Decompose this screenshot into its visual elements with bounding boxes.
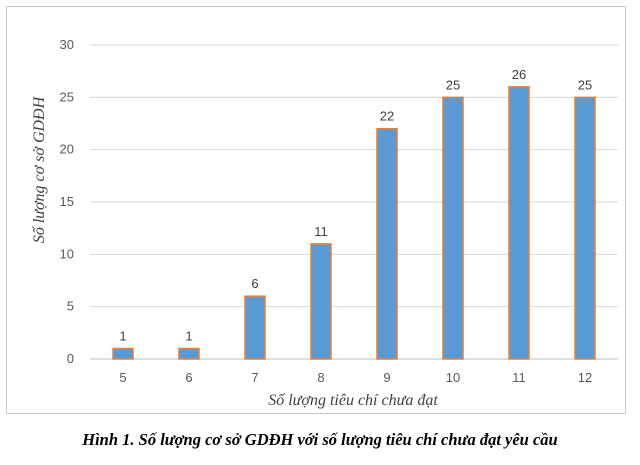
x-tick-label: 5 xyxy=(119,370,126,385)
bar xyxy=(310,243,332,360)
figure-caption: Hình 1. Số lượng cơ sở GDĐH với số lượng… xyxy=(82,430,558,449)
y-tick-label: 15 xyxy=(60,194,74,209)
bar xyxy=(244,295,266,360)
x-tick-label: 11 xyxy=(512,370,526,385)
bar xyxy=(574,96,596,360)
x-tick-label: 7 xyxy=(251,370,258,385)
bar xyxy=(178,347,200,360)
x-tick-label: 6 xyxy=(185,370,192,385)
bar xyxy=(112,347,134,360)
x-tick-label: 10 xyxy=(446,370,460,385)
data-label: 25 xyxy=(446,77,460,92)
x-tick-label: 8 xyxy=(317,370,324,385)
data-label: 6 xyxy=(251,276,258,291)
bar xyxy=(376,127,398,360)
bars xyxy=(112,86,596,360)
data-label: 1 xyxy=(119,329,126,344)
data-label: 25 xyxy=(578,77,592,92)
bar xyxy=(442,96,464,360)
y-tick-label: 10 xyxy=(60,246,74,261)
gridlines xyxy=(90,44,618,360)
y-axis-ticks: 0 5 10 15 20 25 30 xyxy=(60,37,74,366)
y-axis-title: Số lượng cơ sở GDĐH xyxy=(31,95,48,243)
y-tick-label: 25 xyxy=(60,89,74,104)
bar xyxy=(508,86,530,360)
y-tick-label: 0 xyxy=(67,351,74,366)
data-label: 11 xyxy=(314,224,328,239)
x-tick-label: 9 xyxy=(383,370,390,385)
data-label: 22 xyxy=(380,109,394,124)
y-tick-label: 5 xyxy=(67,299,74,314)
data-label: 26 xyxy=(512,67,526,82)
x-axis-title: Số lượng tiêu chí chưa đạt xyxy=(268,392,438,409)
x-axis-ticks: 5 6 7 8 9 10 11 12 xyxy=(119,370,592,385)
y-tick-label: 30 xyxy=(60,37,74,52)
y-tick-label: 20 xyxy=(60,142,74,157)
data-label: 1 xyxy=(185,329,192,344)
x-tick-label: 12 xyxy=(578,370,592,385)
